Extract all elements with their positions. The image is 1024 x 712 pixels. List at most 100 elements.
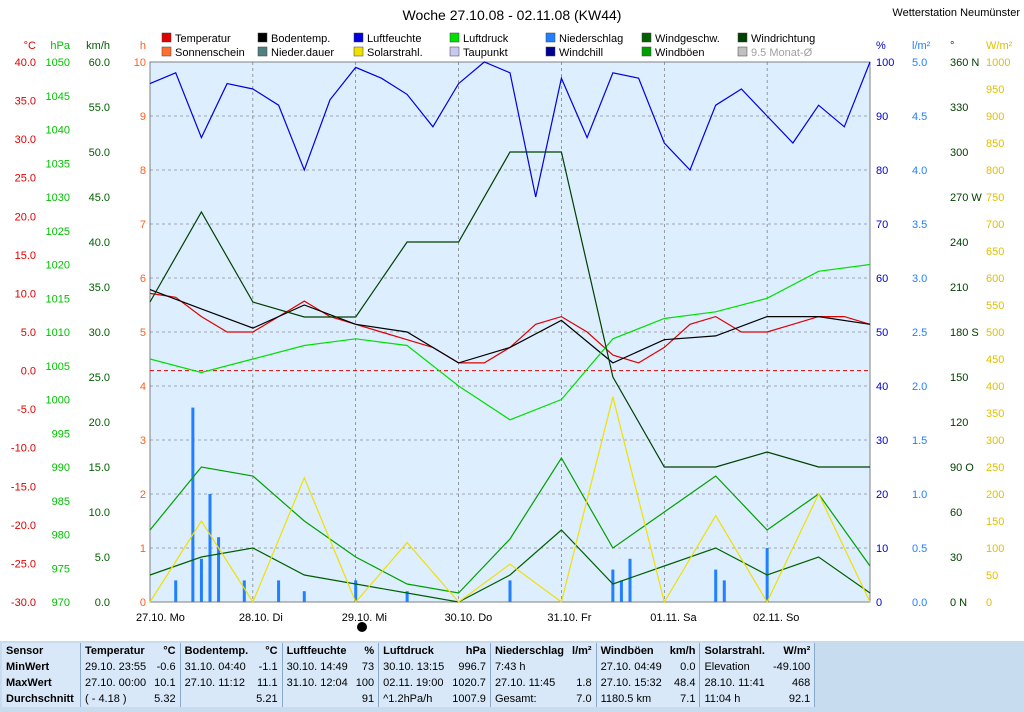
rain-bar [191,407,195,602]
stats-cell-value: 1020.7 [448,675,491,691]
rain-axis-unit: l/m² [912,40,931,52]
stats-row: MinWert 29.10. 23:55 -0.6 31.10. 04:40 -1.1 3… [2,659,816,675]
stats-cell-value: 100 [351,675,380,691]
hours-tick-label: 7 [140,219,146,231]
stats-cell-value: 10.1 [150,675,181,691]
stats-cell-value [568,659,597,675]
rain-tick-label: 5.0 [912,57,927,69]
day-label: 02.11. So [753,612,799,624]
moon-phase-icon [357,622,367,632]
day-label: 28.10. Di [239,612,283,624]
stats-cell-value: 996.7 [448,659,491,675]
rain-tick-label: 2.5 [912,327,927,339]
pressure-tick-label: 985 [52,496,70,508]
stats-cell-value: 1.8 [568,675,597,691]
legend-label: Luftfeuchte [367,33,421,45]
stats-header-unit: l/m² [568,643,597,659]
series-line-solarstrahl [149,396,871,604]
solar-tick-label: 400 [986,381,1004,393]
stats-cell-time: 29.10. 23:55 [80,659,151,675]
stats-header: Luftdruck [378,643,449,659]
pressure-tick-label: 995 [52,428,70,440]
stats-cell-value: 1007.9 [448,691,491,707]
stats-cell-time [180,691,253,707]
solar-tick-label: 100 [986,543,1004,555]
legend-swatch [737,32,748,43]
weather-chart: 40.035.030.025.020.015.010.05.00.0-5.0-1… [10,7,1021,632]
legend-label: Windgeschw. [655,33,720,45]
legend-swatch [641,32,652,43]
legend-swatch [257,32,268,43]
direction-tick-label: 270 W [950,192,982,204]
pressure-tick-label: 975 [52,563,70,575]
stats-cell-time: 1180.5 km [596,691,666,707]
stats-header-unit: °C [252,643,283,659]
hours-tick-label: 3 [140,435,146,447]
direction-tick-label: 180 S [950,327,979,339]
wind-tick-label: 30.0 [89,327,110,339]
hours-axis-unit: h [140,40,146,52]
pressure-tick-label: 1040 [46,125,70,137]
stats-row-label: MinWert [2,659,81,675]
solar-axis-unit: W/m² [986,40,1013,52]
pressure-axis-unit: hPa [50,40,70,52]
stats-header-unit: km/h [665,643,701,659]
hours-tick-label: 1 [140,543,146,555]
humidity-tick-label: 60 [876,273,888,285]
legend-label: Windrichtung [751,33,815,45]
wind-tick-label: 60.0 [89,57,110,69]
rain-tick-label: 4.5 [912,111,927,123]
solar-tick-label: 450 [986,354,1004,366]
stats-cell-time: 31.10. 12:04 [282,675,352,691]
temp-tick-label: 20.0 [15,211,36,223]
hours-tick-label: 6 [140,273,146,285]
rain-bar [722,580,726,602]
humidity-tick-label: 10 [876,543,888,555]
stats-header: Bodentemp. [180,643,253,659]
solar-tick-label: 200 [986,489,1004,501]
temp-tick-label: -25.0 [11,558,36,570]
legend-swatch [737,46,748,57]
stats-header-unit: °C [150,643,181,659]
direction-tick-label: 120 [950,417,968,429]
wind-tick-label: 40.0 [89,237,110,249]
stats-cell-value: 11.1 [252,675,283,691]
rain-bar [611,569,615,602]
solar-tick-label: 300 [986,435,1004,447]
series-line-luftdruck [149,263,871,421]
stats-cell-value: 7.1 [665,691,701,707]
hours-tick-label: 0 [140,597,146,609]
temp-tick-label: 40.0 [15,57,36,69]
stats-cell-value: 92.1 [768,691,816,707]
series-line-windrichtung [149,151,870,468]
stats-cell-time: ^1.2hPa/h [378,691,449,707]
stats-cell-time: 31.10. 04:40 [180,659,253,675]
day-label: 27.10. Mo [136,612,185,624]
rain-tick-label: 0.5 [912,543,927,555]
legend-label: Temperatur [175,33,231,45]
rain-bar [619,580,623,602]
solar-tick-label: 500 [986,327,1004,339]
wind-axis-unit: km/h [86,40,110,52]
stats-header: Windböen [596,643,666,659]
legend-label: Windchill [559,47,603,59]
direction-tick-label: 360 N [950,57,979,69]
stats-row: MaxWert 27.10. 00:00 10.1 27.10. 11:12 11.1 3… [2,675,816,691]
pressure-tick-label: 1000 [46,395,70,407]
legend-label: Luftdruck [463,33,509,45]
humidity-tick-label: 70 [876,219,888,231]
legend-swatch [353,32,364,43]
wind-tick-label: 15.0 [89,462,110,474]
solar-tick-label: 900 [986,111,1004,123]
direction-tick-label: 240 [950,237,968,249]
solar-tick-label: 650 [986,246,1004,258]
direction-tick-label: 60 [950,507,962,519]
temp-tick-label: 10.0 [15,288,36,300]
pressure-tick-label: 1050 [46,57,70,69]
stats-cell-value: 0.0 [665,659,701,675]
temp-tick-label: 35.0 [15,96,36,108]
stats-cell-time: 27.10. 04:49 [596,659,666,675]
legend-label: Taupunkt [463,47,508,59]
stats-cell-time: 28.10. 11:41 [699,675,769,691]
stats-header: Luftfeuchte [282,643,352,659]
